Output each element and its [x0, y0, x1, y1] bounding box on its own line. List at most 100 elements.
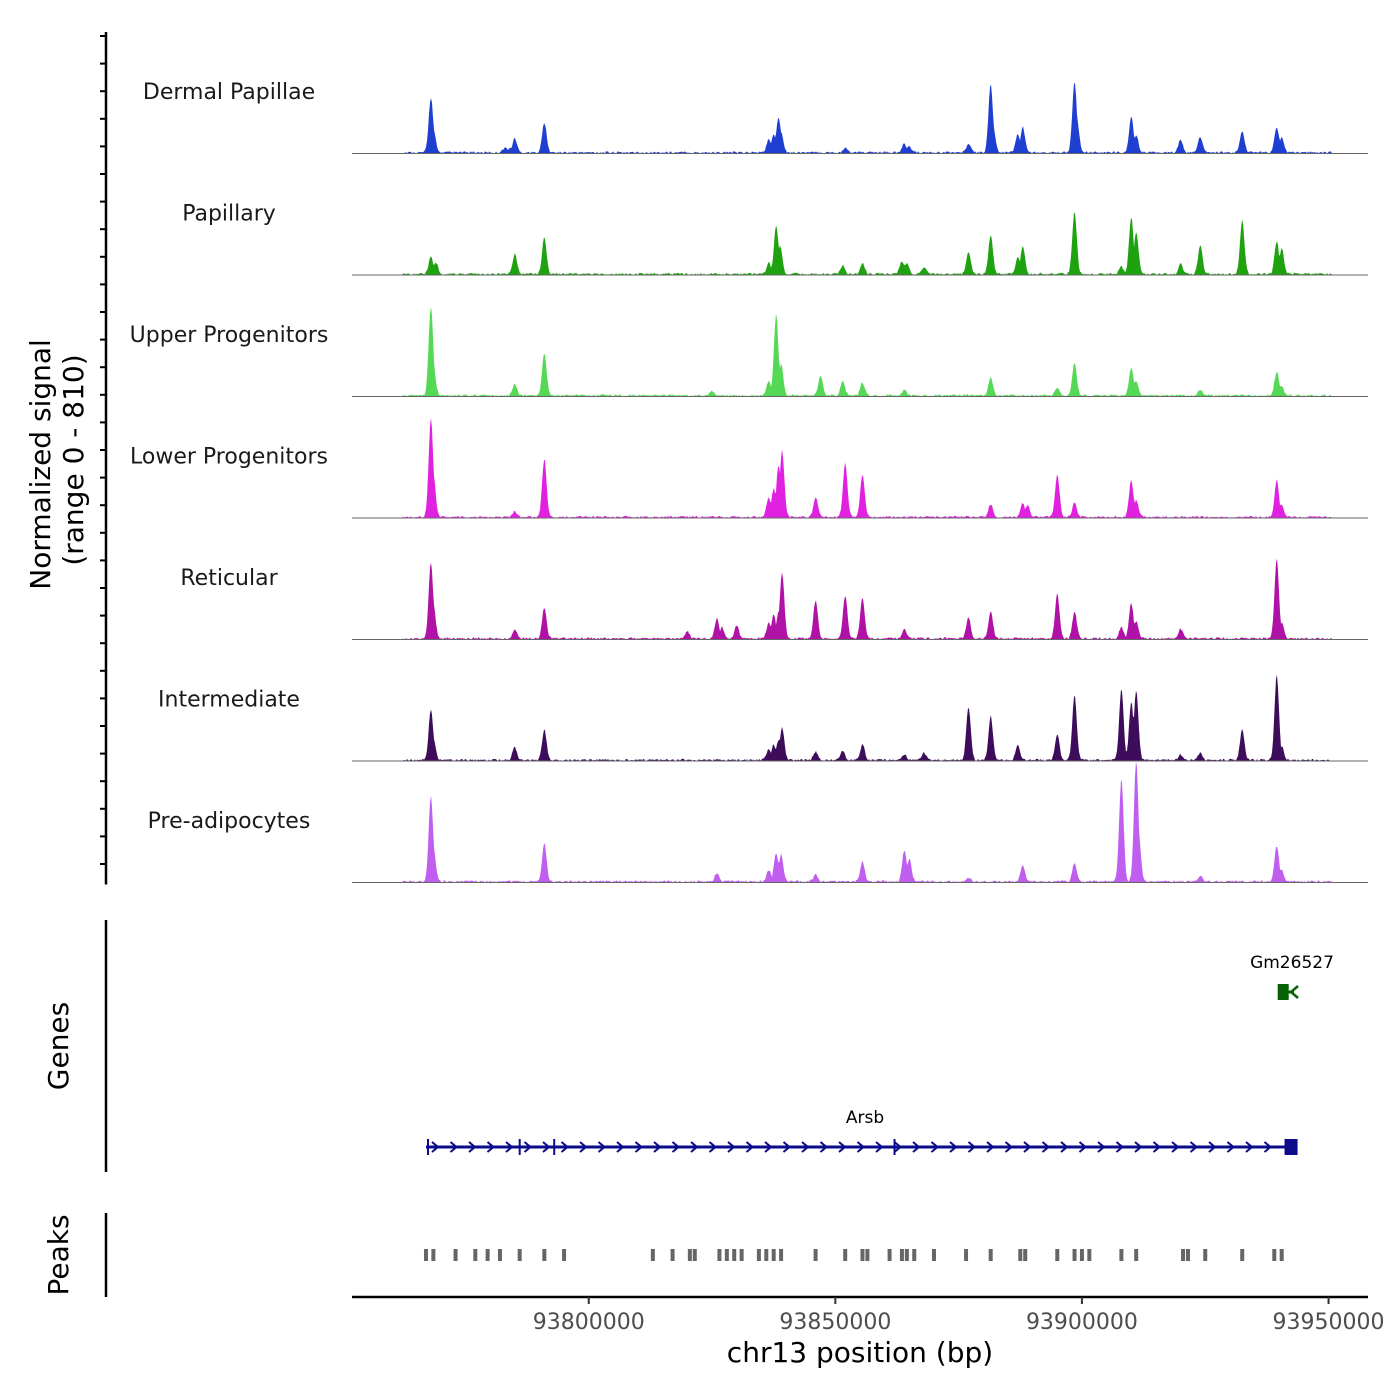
- peak-region-27: [904, 1249, 909, 1261]
- strand-arrow: [764, 1141, 773, 1153]
- peak-region-18: [764, 1249, 769, 1261]
- track-label-intermediate: Intermediate: [158, 688, 300, 713]
- x-tick-label-0: 93800000: [533, 1310, 645, 1335]
- strand-arrow: [431, 1141, 440, 1153]
- track-label-reticular: Reticular: [180, 566, 278, 591]
- track-intermediate: Intermediate: [158, 674, 1368, 762]
- coverage-area-upper-progenitors: [352, 306, 1368, 397]
- peak-region-32: [1018, 1249, 1023, 1261]
- strand-arrow: [1245, 1141, 1254, 1153]
- peak-region-2: [453, 1249, 458, 1261]
- coverage-area-papillary: [352, 212, 1368, 275]
- strand-arrow: [1226, 1141, 1236, 1153]
- strand-arrow: [671, 1141, 681, 1153]
- track-label-dermal-papillae: Dermal Papillae: [143, 80, 315, 105]
- peak-region-11: [687, 1249, 692, 1261]
- strand-arrow: [912, 1141, 921, 1153]
- strand-arrow: [875, 1141, 884, 1153]
- peak-region-36: [1079, 1249, 1084, 1261]
- peak-region-7: [542, 1249, 547, 1261]
- strand-arrow: [1134, 1141, 1143, 1153]
- peak-region-44: [1272, 1249, 1277, 1261]
- gene-exon: [893, 1139, 896, 1155]
- strand-arrow: [634, 1141, 644, 1153]
- x-axis-title: chr13 position (bp): [727, 1336, 993, 1369]
- peak-region-30: [964, 1249, 969, 1261]
- strand-arrow: [486, 1141, 496, 1153]
- strand-arrow: [967, 1141, 977, 1153]
- peak-region-14: [724, 1249, 729, 1261]
- strand-arrow: [1004, 1141, 1014, 1153]
- peak-region-15: [732, 1249, 737, 1261]
- peak-region-45: [1279, 1249, 1284, 1261]
- strand-arrow: [597, 1141, 607, 1153]
- track-pre-adipocytes: Pre-adipocytes: [148, 761, 1368, 883]
- strand-arrow: [1097, 1141, 1106, 1153]
- strand-arrow: [616, 1141, 625, 1153]
- gene-label-arsb: Arsb: [846, 1108, 884, 1128]
- peak-region-38: [1119, 1249, 1124, 1261]
- peak-region-0: [423, 1249, 428, 1261]
- strand-arrow: [1189, 1141, 1199, 1153]
- peak-region-29: [931, 1249, 936, 1261]
- peak-region-13: [717, 1249, 722, 1261]
- peak-region-20: [779, 1249, 784, 1261]
- peak-region-22: [843, 1249, 848, 1261]
- track-label-pre-adipocytes: Pre-adipocytes: [148, 809, 311, 834]
- peak-region-39: [1134, 1249, 1139, 1261]
- strand-arrow: [782, 1141, 792, 1153]
- genes-panel-title: Genes: [42, 1002, 75, 1090]
- peak-region-10: [670, 1249, 675, 1261]
- strand-arrow: [505, 1141, 514, 1153]
- gene-exon: [1277, 984, 1289, 1000]
- strand-arrow: [468, 1141, 477, 1153]
- strand-arrow: [1023, 1141, 1032, 1153]
- strand-arrow: [579, 1141, 588, 1153]
- strand-arrow: [949, 1141, 958, 1153]
- strand-arrow: [1152, 1141, 1162, 1153]
- peak-region-37: [1087, 1249, 1092, 1261]
- peak-region-12: [692, 1249, 697, 1261]
- strand-arrow: [449, 1141, 459, 1153]
- peak-region-28: [912, 1249, 917, 1261]
- coverage-tracks: Dermal Papillae Papillary Upper Progenitor…: [130, 80, 1368, 883]
- peak-region-43: [1240, 1249, 1245, 1261]
- peak-region-8: [562, 1249, 567, 1261]
- axes: 93800000 93850000 93900000 93950000: [100, 32, 1385, 1335]
- gene-exon: [553, 1139, 556, 1155]
- peak-regions-track: [423, 1249, 1284, 1261]
- peak-region-41: [1185, 1249, 1190, 1261]
- strand-arrow: [1263, 1141, 1273, 1153]
- track-lower-progenitors: Lower Progenitors: [130, 417, 1368, 519]
- strand-arrow: [560, 1141, 570, 1153]
- strand-arrow: [523, 1141, 533, 1153]
- gene-arsb: Arsb: [425, 1108, 1298, 1155]
- peak-region-34: [1055, 1249, 1060, 1261]
- strand-arrow: [1078, 1141, 1088, 1153]
- strand-arrow: [1060, 1141, 1069, 1153]
- coverage-area-lower-progenitors: [352, 417, 1368, 518]
- gene-gm26527: Gm26527: [1250, 953, 1334, 1000]
- strand-arrow: [727, 1141, 736, 1153]
- y-axis-title: Normalized signal (range 0 - 810): [24, 330, 90, 589]
- peak-region-6: [517, 1249, 522, 1261]
- strand-arrow: [801, 1141, 810, 1153]
- coverage-area-reticular: [352, 558, 1368, 640]
- strand-arrow: [1171, 1141, 1180, 1153]
- peak-region-23: [860, 1249, 865, 1261]
- peak-region-40: [1181, 1249, 1186, 1261]
- track-label-lower-progenitors: Lower Progenitors: [130, 445, 328, 470]
- track-reticular: Reticular: [180, 558, 1368, 640]
- strand-arrow: [893, 1141, 903, 1153]
- peak-region-33: [1023, 1249, 1028, 1261]
- gene-label-gm26527: Gm26527: [1250, 953, 1334, 973]
- coverage-area-intermediate: [352, 674, 1368, 761]
- x-tick-label-3: 93950000: [1273, 1310, 1385, 1335]
- track-upper-progenitors: Upper Progenitors: [130, 306, 1368, 397]
- strand-arrow: [930, 1141, 940, 1153]
- strand-arrow: [542, 1141, 551, 1153]
- peaks-panel-title: Peaks: [42, 1214, 75, 1295]
- gene-exon: [518, 1139, 521, 1155]
